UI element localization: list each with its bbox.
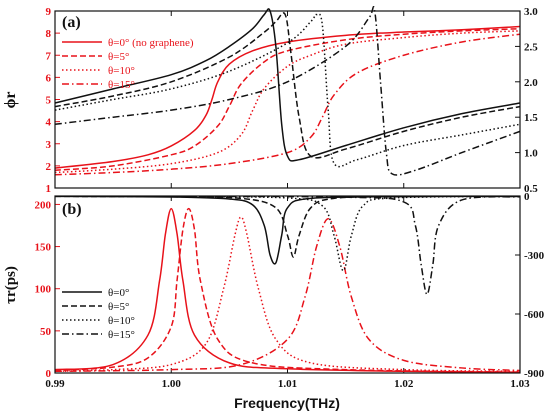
panel-a-series-black-solid bbox=[54, 8, 521, 162]
panel-b-frame bbox=[54, 195, 521, 374]
panel-b-series-red-solid bbox=[54, 207, 521, 373]
panel-b-y-tick-label-right: -600 bbox=[524, 309, 545, 321]
panel-b-legend: θ=0° θ=5° θ=10° θ=15° bbox=[62, 287, 135, 341]
panel-b-x-tick-label: 1.03 bbox=[510, 378, 530, 390]
panel-a-legend: θ=0° (no graphene) θ=5° θ=10° θ=15° bbox=[62, 37, 194, 91]
panel-a-y-tick-label-left: 7 bbox=[46, 50, 52, 62]
panel-b-y-tick-label-left: 0 bbox=[46, 368, 52, 380]
panel-a-y-tick-label-right: 1.0 bbox=[524, 148, 538, 160]
panel-a-series-red-solid bbox=[54, 25, 521, 169]
panel-b-x-tick-label: 0.99 bbox=[45, 378, 65, 390]
panel-a-series-black-dashdot bbox=[54, 6, 521, 176]
panel-b-legend-label: θ=10° bbox=[108, 315, 135, 327]
panel-b-y-tick-label-left: 150 bbox=[35, 242, 52, 254]
panel-a: 1 2 3 4 5 6 7 8 9 0.5 1.0 1.5 2.0 2.5 3.0 (a) ϕr θ=0° … bbox=[2, 6, 538, 195]
panel-b-y-tick-label-right: -900 bbox=[524, 368, 545, 380]
panel-a-series-red-dashed bbox=[54, 27, 521, 172]
panel-b-ticks: 0.99 1.00 1.01 1.02 1.03 0 50 100 150 200 0 -300 -60… bbox=[35, 191, 545, 390]
panel-b-series-red-dotted bbox=[54, 216, 521, 373]
panel-a-y-tick-label-left: 8 bbox=[46, 28, 52, 40]
panel-a-frame bbox=[54, 10, 521, 189]
panel-b-x-tick-label: 1.02 bbox=[394, 378, 414, 390]
panel-b: 0.99 1.00 1.01 1.02 1.03 0 50 100 150 200 0 -300 -60… bbox=[3, 191, 545, 390]
panel-a-series-black-dotted bbox=[54, 13, 521, 168]
panel-a-y-tick-label-left: 1 bbox=[46, 183, 52, 195]
panel-a-y-tick-label-right: 2.0 bbox=[524, 77, 538, 89]
panel-a-series-red-dashdot bbox=[54, 33, 521, 176]
panel-b-series bbox=[54, 195, 521, 373]
panel-b-x-tick-label: 1.00 bbox=[162, 378, 182, 390]
panel-a-y-tick-label-left: 6 bbox=[46, 72, 52, 84]
panel-b-ylabel: τr(ps) bbox=[3, 266, 19, 304]
panel-a-y-tick-label-right: 0.5 bbox=[524, 183, 538, 195]
panel-a-y-tick-label-right: 3.0 bbox=[524, 6, 538, 18]
panel-a-legend-label: θ=0° (no graphene) bbox=[108, 37, 194, 49]
panel-a-series-red-dotted bbox=[54, 30, 521, 174]
panel-a-legend-label: θ=15° bbox=[108, 79, 135, 91]
panel-b-series-red-dashdot bbox=[54, 218, 521, 373]
panel-b-y-tick-label-left: 100 bbox=[35, 284, 52, 296]
panel-a-y-tick-label-left: 3 bbox=[46, 139, 52, 151]
panel-b-y-tick-label-left: 200 bbox=[35, 199, 52, 211]
panel-b-label: (b) bbox=[62, 201, 82, 218]
panel-a-legend-label: θ=5° bbox=[108, 51, 129, 63]
panel-b-y-tick-label-left: 50 bbox=[40, 326, 52, 338]
panel-b-legend-label: θ=0° bbox=[108, 287, 129, 299]
panel-b-series-red-dashed bbox=[54, 207, 521, 373]
panel-a-ylabel: ϕr bbox=[2, 91, 19, 108]
panel-b-y-tick-label-right: 0 bbox=[524, 191, 530, 203]
panel-b-y-tick-label-right: -300 bbox=[524, 250, 545, 262]
panel-b-legend-label: θ=5° bbox=[108, 301, 129, 313]
x-axis-label: Frequency(THz) bbox=[234, 395, 340, 411]
panel-a-y-tick-label-right: 1.5 bbox=[524, 112, 538, 124]
panel-a-y-tick-label-left: 5 bbox=[46, 95, 52, 107]
panel-a-series-black-dashed bbox=[54, 12, 521, 159]
panel-b-legend-label: θ=15° bbox=[108, 329, 135, 341]
panel-a-label: (a) bbox=[62, 14, 81, 31]
panel-a-y-tick-label-left: 2 bbox=[46, 161, 52, 173]
panel-b-series-black-dashed bbox=[54, 195, 521, 258]
panel-a-y-tick-label-left: 9 bbox=[46, 6, 52, 18]
panel-a-y-tick-label-right: 2.5 bbox=[524, 41, 538, 53]
panel-b-x-tick-label: 1.01 bbox=[278, 378, 297, 390]
panel-a-series bbox=[54, 6, 521, 176]
panel-a-legend-label: θ=10° bbox=[108, 65, 135, 77]
panel-a-y-tick-label-left: 4 bbox=[46, 117, 52, 129]
